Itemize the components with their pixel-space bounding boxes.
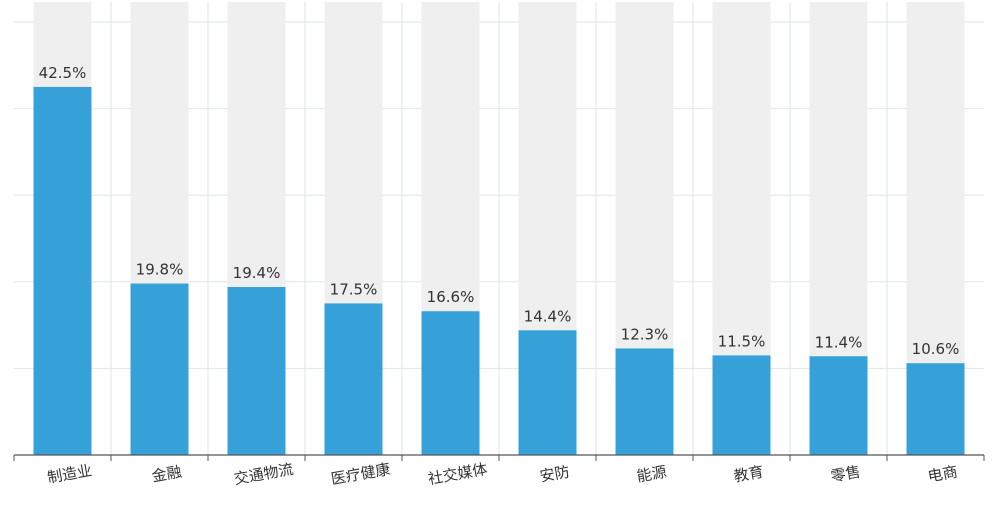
data-bar [324,303,383,455]
category-label: 能源 [635,463,668,486]
category-label: 社交媒体 [427,460,489,488]
data-bar [712,355,771,455]
data-bar [809,356,868,455]
category-label: 交通物流 [233,460,295,488]
value-label: 11.4% [815,333,863,351]
category-labels: 制造业 金融 交通物流 医疗健康 社交媒体 安防 能源 教育 零售 电商 [46,460,959,488]
data-bar [615,348,674,455]
value-label: 11.5% [718,332,766,350]
category-label: 医疗健康 [330,460,392,488]
data-bar [421,311,480,455]
value-label: 19.8% [136,261,184,279]
data-bar [906,363,965,455]
value-label: 12.3% [621,325,669,343]
category-label: 金融 [150,463,183,486]
data-bar [130,283,189,455]
value-label: 42.5% [39,64,87,82]
category-label: 零售 [829,463,862,486]
category-label: 制造业 [46,461,93,487]
data-bar [227,286,286,455]
value-label: 16.6% [427,288,475,306]
value-label: 17.5% [330,280,378,298]
category-label: 安防 [538,463,571,486]
value-labels: 42.5% 19.8% 19.4% 17.5% 16.6% 14.4% 12.3% 11.5%… [39,64,960,358]
category-label: 教育 [732,463,765,486]
value-label: 19.4% [233,264,281,282]
value-label: 10.6% [912,340,960,358]
x-axis [13,454,985,461]
data-bar [33,86,92,455]
value-label: 14.4% [524,307,572,325]
data-bar [518,330,577,455]
data-bars [33,86,965,455]
category-label: 电商 [926,463,959,486]
